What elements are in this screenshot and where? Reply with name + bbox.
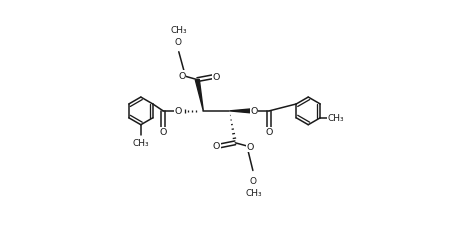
Text: CH₃: CH₃: [170, 26, 187, 35]
Text: CH₃: CH₃: [132, 138, 149, 147]
Text: O: O: [159, 128, 167, 137]
Text: O: O: [250, 176, 257, 185]
Text: CH₃: CH₃: [327, 114, 344, 123]
Text: O: O: [266, 128, 273, 137]
Text: CH₃: CH₃: [245, 188, 262, 197]
Text: O: O: [251, 107, 258, 116]
Polygon shape: [195, 80, 203, 111]
Text: O: O: [213, 73, 220, 82]
Text: O: O: [179, 71, 186, 80]
Polygon shape: [229, 109, 251, 113]
Text: O: O: [246, 142, 254, 151]
Text: O: O: [175, 38, 182, 47]
Text: O: O: [213, 142, 220, 151]
Text: O: O: [174, 107, 182, 116]
